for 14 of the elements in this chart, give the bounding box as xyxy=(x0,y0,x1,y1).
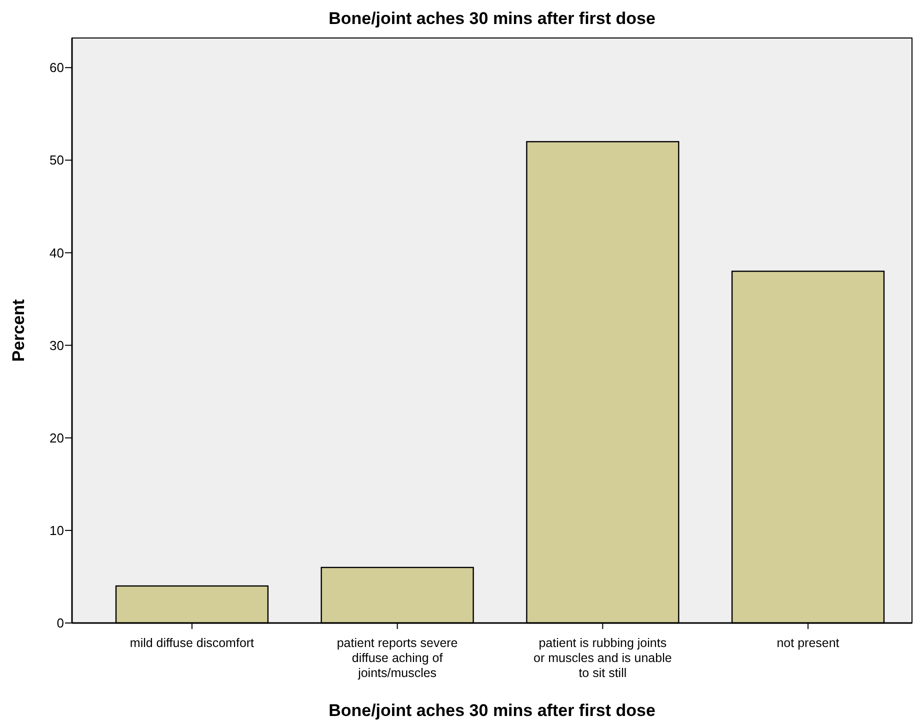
x-tick-label: not present xyxy=(776,636,840,650)
y-tick-label: 10 xyxy=(50,522,64,538)
y-tick-label: 30 xyxy=(50,338,64,353)
y-axis-title: Percent xyxy=(9,298,28,362)
x-axis-title: Bone/joint aches 30 mins after first dose xyxy=(328,701,656,720)
y-tick-label: 0 xyxy=(56,616,64,631)
y-tick-label: 60 xyxy=(50,60,64,76)
chart-title: Bone/joint aches 30 mins after first dose xyxy=(328,9,656,28)
x-tick-label: patient is rubbing joints or muscles and is unable to sit still xyxy=(534,636,672,680)
y-tick-label: 40 xyxy=(50,245,64,260)
y-tick-label: 50 xyxy=(50,152,64,168)
y-tick-label: 20 xyxy=(50,430,64,446)
x-tick-label: mild diffuse discomfort xyxy=(130,636,255,650)
x-tick-label: patient reports severe diffuse aching of joints/muscles xyxy=(336,636,458,680)
